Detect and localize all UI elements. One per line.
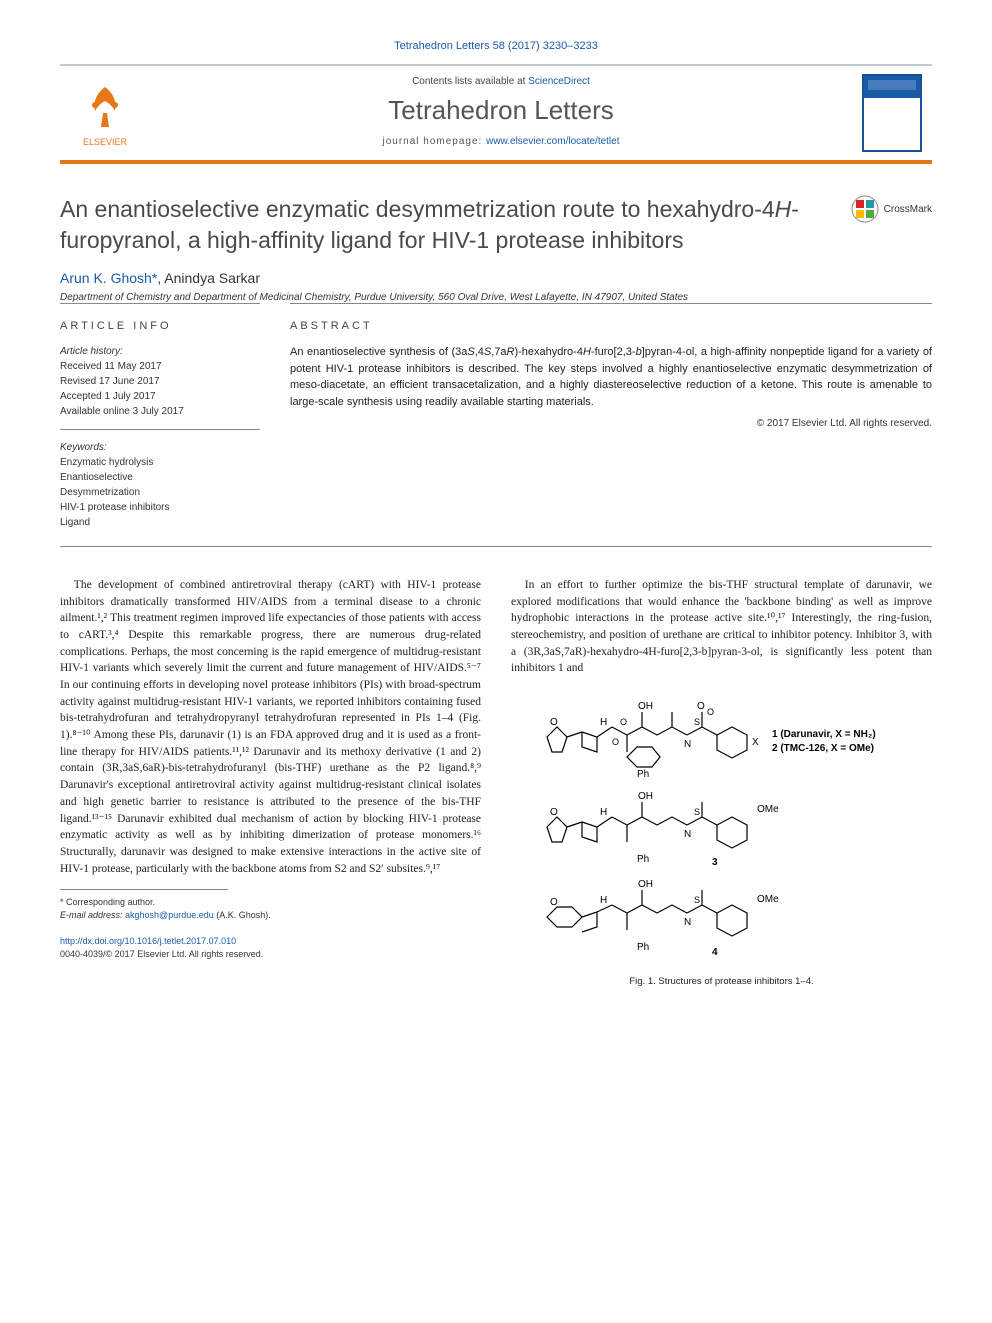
- footnote-email: E-mail address: akghosh@purdue.edu (A.K.…: [60, 909, 481, 922]
- footnote-separator: [60, 889, 228, 890]
- journal-header: ELSEVIER Contents lists available at Sci…: [60, 64, 932, 164]
- keyword-3: Desymmetrization: [60, 485, 260, 500]
- svg-text:H: H: [600, 807, 607, 818]
- sciencedirect-link[interactable]: ScienceDirect: [528, 76, 590, 87]
- article-history: Article history: Received 11 May 2017 Re…: [60, 344, 260, 430]
- fig1-num-4: 4: [712, 947, 718, 958]
- title-part-1: An enantioselective enzymatic desymmetri…: [60, 196, 775, 222]
- svg-text:X: X: [752, 737, 759, 748]
- svg-text:O: O: [620, 717, 627, 727]
- email-suffix: (A.K. Ghosh).: [214, 910, 271, 920]
- elsevier-logo-text: ELSEVIER: [83, 137, 127, 147]
- history-revised: Revised 17 June 2017: [60, 374, 260, 389]
- keyword-4: HIV-1 protease inhibitors: [60, 500, 260, 515]
- svg-text:Ph: Ph: [637, 942, 649, 953]
- journal-cover-thumbnail[interactable]: [852, 66, 932, 160]
- svg-text:H: H: [600, 717, 607, 728]
- svg-text:N: N: [684, 829, 691, 840]
- abstract-head: ABSTRACT: [290, 320, 932, 332]
- history-online: Available online 3 July 2017: [60, 404, 260, 419]
- history-received: Received 11 May 2017: [60, 359, 260, 374]
- abs-i4: H: [583, 346, 591, 358]
- body-column-right: In an effort to further optimize the bis…: [511, 577, 932, 989]
- copyright: © 2017 Elsevier Ltd. All rights reserved…: [290, 418, 932, 429]
- svg-text:O: O: [612, 737, 619, 747]
- abs-5: -furo[2,3-: [591, 346, 636, 358]
- svg-text:N: N: [684, 917, 691, 928]
- elsevier-tree-icon: [77, 79, 133, 135]
- abstract-column: ABSTRACT An enantioselective synthesis o…: [290, 303, 932, 530]
- figure-1: O H OH N O X Ph OO S: [511, 687, 932, 989]
- svg-text:S: S: [694, 807, 700, 817]
- svg-text:H: H: [600, 895, 607, 906]
- contents-line: Contents lists available at ScienceDirec…: [150, 76, 852, 87]
- svg-text:OH: OH: [638, 791, 653, 802]
- email-link[interactable]: akghosh@purdue.edu: [125, 910, 214, 920]
- svg-text:O: O: [550, 897, 558, 908]
- keyword-5: Ligand: [60, 515, 260, 530]
- footnote-corresponding: * Corresponding author.: [60, 896, 481, 909]
- issn-copyright: 0040-4039/© 2017 Elsevier Ltd. All right…: [60, 949, 263, 959]
- abs-4: )-hexahydro-4: [514, 346, 582, 358]
- svg-text:OH: OH: [638, 701, 653, 712]
- svg-text:S: S: [694, 717, 700, 727]
- svg-text:O: O: [550, 717, 558, 728]
- homepage-link[interactable]: www.elsevier.com/locate/tetlet: [486, 136, 619, 147]
- keywords-block: Keywords: Enzymatic hydrolysis Enantiose…: [60, 440, 260, 530]
- elsevier-logo[interactable]: ELSEVIER: [60, 66, 150, 160]
- abs-1: An enantioselective synthesis of (3a: [290, 346, 467, 358]
- fig1-ome-3: OMe: [757, 804, 779, 815]
- journal-reference: Tetrahedron Letters 58 (2017) 3230–3233: [60, 40, 932, 52]
- crossmark-icon: [850, 194, 880, 224]
- cover-image: [862, 74, 922, 152]
- svg-text:Ph: Ph: [637, 854, 649, 865]
- fig1-label-2: 2 (TMC-126, X = OMe): [772, 743, 874, 754]
- author-2: , Anindya Sarkar: [157, 270, 260, 286]
- history-accepted: Accepted 1 July 2017: [60, 389, 260, 404]
- keywords-label: Keywords:: [60, 440, 260, 455]
- figure-1-caption: Fig. 1. Structures of protease inhibitor…: [511, 975, 932, 989]
- svg-text:O: O: [550, 807, 558, 818]
- affiliation: Department of Chemistry and Department o…: [60, 292, 932, 303]
- keyword-2: Enantioselective: [60, 470, 260, 485]
- homepage-line: journal homepage: www.elsevier.com/locat…: [150, 136, 852, 147]
- chemical-structures-svg: O H OH N O X Ph OO S: [532, 687, 912, 967]
- body-column-left: The development of combined antiretrovir…: [60, 577, 481, 989]
- doi-block: http://dx.doi.org/10.1016/j.tetlet.2017.…: [60, 935, 481, 961]
- svg-text:S: S: [694, 895, 700, 905]
- article-info-head: ARTICLE INFO: [60, 320, 260, 332]
- fig1-ome-4: OMe: [757, 894, 779, 905]
- article-info-column: ARTICLE INFO Article history: Received 1…: [60, 303, 260, 530]
- svg-text:O: O: [707, 707, 714, 717]
- keyword-1: Enzymatic hydrolysis: [60, 455, 260, 470]
- email-label: E-mail address:: [60, 910, 125, 920]
- svg-text:N: N: [684, 739, 691, 750]
- title-italic-h: H: [775, 196, 792, 222]
- article-title: An enantioselective enzymatic desymmetri…: [60, 194, 830, 256]
- body-columns: The development of combined antiretrovir…: [60, 577, 932, 989]
- svg-text:OH: OH: [638, 879, 653, 890]
- history-label: Article history:: [60, 344, 260, 359]
- doi-link[interactable]: http://dx.doi.org/10.1016/j.tetlet.2017.…: [60, 936, 236, 946]
- svg-text:O: O: [697, 701, 705, 712]
- crossmark-label: CrossMark: [884, 204, 932, 215]
- svg-text:Ph: Ph: [637, 769, 649, 780]
- contents-prefix: Contents lists available at: [412, 76, 528, 87]
- authors: Arun K. Ghosh*, Anindya Sarkar: [60, 270, 932, 286]
- body-para-left: The development of combined antiretrovir…: [60, 577, 481, 877]
- journal-title: Tetrahedron Letters: [150, 95, 852, 126]
- abs-i1: S: [467, 346, 474, 358]
- abstract-text: An enantioselective synthesis of (3aS,4S…: [290, 344, 932, 410]
- fig1-num-3: 3: [712, 857, 718, 868]
- abs-2: ,4: [475, 346, 484, 358]
- author-link-1[interactable]: Arun K. Ghosh: [60, 270, 152, 286]
- crossmark-badge[interactable]: CrossMark: [850, 194, 932, 224]
- body-para-right: In an effort to further optimize the bis…: [511, 577, 932, 677]
- homepage-prefix: journal homepage:: [382, 136, 486, 147]
- fig1-label-1: 1 (Darunavir, X = NH₂): [772, 729, 876, 740]
- abs-3: ,7a: [491, 346, 506, 358]
